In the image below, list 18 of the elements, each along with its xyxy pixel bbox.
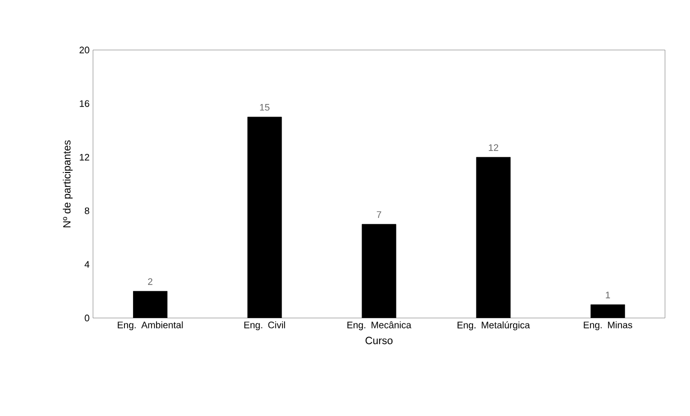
- data-label: 12: [488, 144, 498, 151]
- x-tick-label: Eng. Civil: [244, 321, 285, 330]
- data-label: 7: [376, 211, 382, 218]
- y-axis-title: Nº de participantes: [62, 140, 73, 228]
- data-label: 1: [606, 292, 610, 298]
- y-tick-label: 8: [84, 207, 90, 214]
- y-tick-label: 0: [84, 314, 90, 322]
- y-tick-label: 16: [80, 100, 90, 107]
- x-tick-label: Eng. Ambiental: [118, 321, 183, 330]
- data-label: 15: [260, 104, 270, 111]
- data-label: 2: [148, 278, 152, 285]
- y-tick-label: 20: [80, 46, 90, 54]
- y-tick-label: 12: [80, 154, 90, 160]
- x-tick-label: Eng. Metalúrgica: [458, 321, 530, 330]
- x-tick-label: Eng. Mecânica: [347, 321, 412, 330]
- x-tick-label: Eng. Minas: [584, 321, 632, 330]
- x-axis-title: Curso: [366, 336, 393, 344]
- y-tick-label: 4: [84, 261, 90, 268]
